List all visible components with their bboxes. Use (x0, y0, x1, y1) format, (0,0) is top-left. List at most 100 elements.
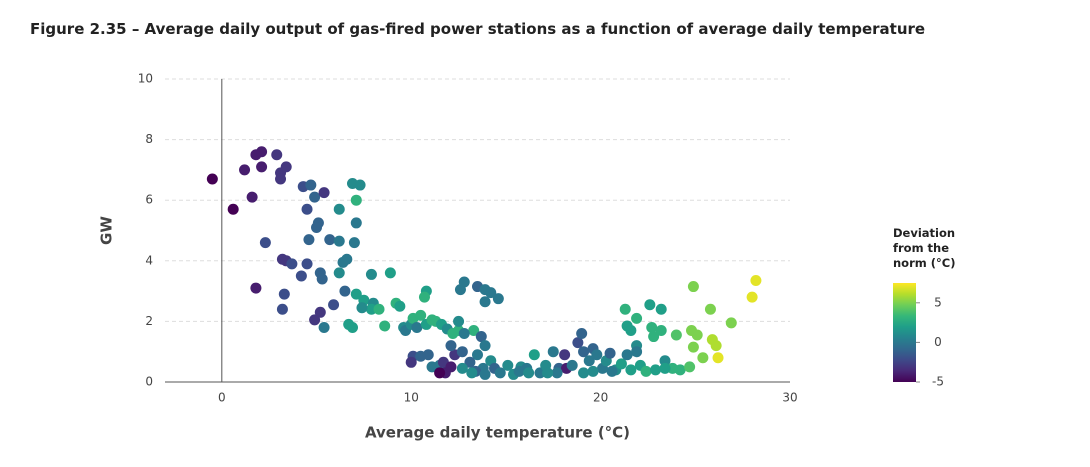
data-point (318, 321, 330, 333)
data-point (350, 288, 362, 300)
data-point (655, 303, 667, 315)
data-point (314, 306, 326, 318)
data-point (384, 267, 396, 279)
data-point (347, 321, 358, 333)
data-point (631, 312, 643, 324)
data-point (405, 356, 417, 368)
data-point (256, 161, 268, 173)
data-point (687, 341, 699, 353)
data-point (746, 291, 758, 303)
data-point (650, 364, 662, 376)
data-point (710, 340, 722, 352)
x-tick-label: 30 (782, 391, 797, 405)
data-point (464, 356, 476, 368)
data-point (301, 258, 313, 270)
data-point (604, 347, 616, 359)
data-point (318, 187, 330, 199)
data-point (670, 329, 682, 341)
data-point (468, 324, 480, 336)
data-point (445, 340, 457, 352)
y-tick-label: 8 (145, 132, 153, 146)
data-point (542, 367, 554, 379)
x-axis-title: Average daily temperature (°C) (365, 424, 630, 442)
data-point (523, 367, 535, 379)
data-point (339, 285, 351, 297)
colorbar (893, 283, 916, 382)
data-point (687, 281, 699, 293)
data-point (309, 191, 321, 203)
data-point (333, 235, 345, 247)
data-point (250, 282, 262, 294)
data-point (534, 367, 546, 379)
chart-title: Figure 2.35 – Average daily output of ga… (30, 20, 926, 38)
data-point (286, 258, 298, 270)
data-point (502, 359, 514, 371)
data-point (278, 288, 290, 300)
data-point (572, 337, 584, 349)
data-point (333, 267, 345, 279)
data-point (356, 302, 368, 314)
data-point (411, 321, 423, 333)
data-point (684, 361, 696, 373)
data-point (305, 179, 317, 191)
data-point (621, 349, 633, 361)
data-point (644, 299, 656, 311)
data-point (559, 349, 571, 361)
data-point (206, 173, 218, 185)
y-tick-label: 0 (145, 375, 153, 389)
data-point (311, 221, 323, 233)
y-axis-title: GW (98, 216, 116, 245)
data-point (485, 287, 497, 299)
data-point (328, 299, 340, 311)
data-point (712, 352, 724, 364)
data-point (472, 349, 483, 361)
data-point (379, 320, 391, 332)
data-point (445, 361, 457, 373)
data-point (354, 179, 366, 191)
data-point (551, 367, 563, 379)
data-point (691, 329, 703, 341)
data-point (309, 314, 321, 326)
data-point (434, 367, 446, 379)
data-point (631, 346, 643, 358)
data-point (578, 367, 590, 379)
data-point (513, 365, 525, 377)
data-point (479, 368, 491, 380)
data-point (659, 355, 671, 367)
data-point (301, 203, 313, 215)
data-point (394, 300, 406, 312)
data-point (494, 367, 506, 379)
data-point (280, 161, 292, 173)
data-point (324, 234, 336, 246)
data-point (750, 274, 762, 286)
data-point (492, 293, 504, 305)
data-point (456, 346, 468, 358)
data-point (640, 365, 652, 377)
data-point (365, 268, 377, 280)
data-point (333, 203, 345, 215)
data-point (350, 194, 362, 206)
data-point (256, 146, 268, 158)
data-point (566, 359, 578, 371)
data-point (276, 303, 288, 315)
data-point (303, 234, 315, 246)
x-tick-label: 20 (593, 391, 608, 405)
data-point (418, 291, 430, 303)
data-point (615, 358, 627, 370)
data-point (458, 328, 470, 340)
data-point (576, 328, 588, 340)
data-point (453, 315, 465, 327)
data-point (578, 346, 590, 358)
data-point (659, 362, 671, 374)
data-point (625, 364, 637, 376)
y-tick-label: 4 (145, 253, 153, 267)
data-point (348, 237, 360, 249)
data-point (456, 362, 468, 374)
colorbar-tick-label: 5 (934, 295, 942, 309)
data-point (619, 303, 631, 315)
data-point (479, 340, 491, 352)
data-point (725, 317, 737, 329)
data-point (547, 346, 559, 358)
data-point (337, 256, 349, 268)
